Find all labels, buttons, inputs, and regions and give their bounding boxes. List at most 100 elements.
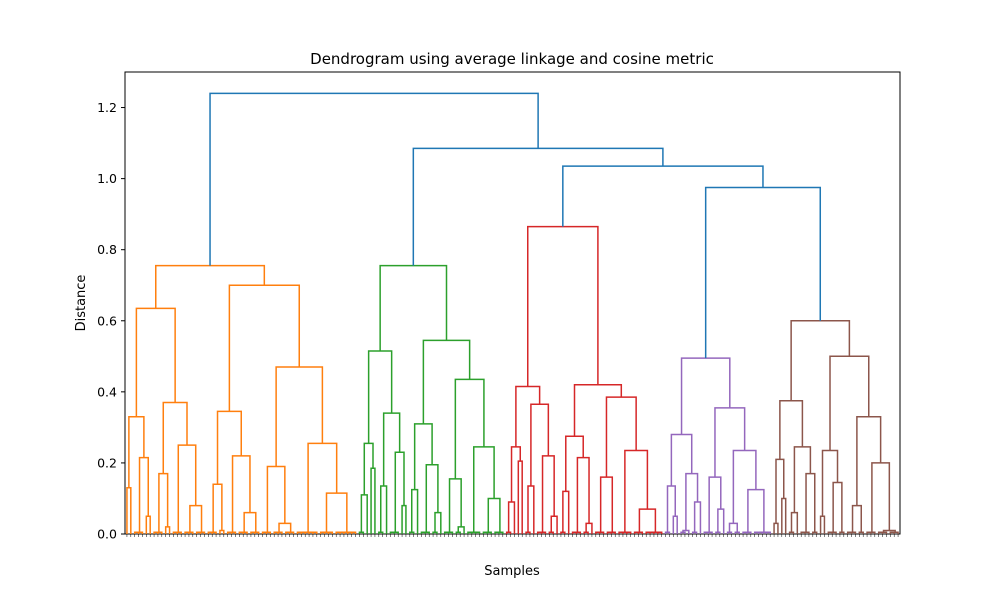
y-tick-label: 0.0 xyxy=(97,527,117,542)
dendrogram-link xyxy=(765,531,771,534)
dendrogram-link xyxy=(229,531,237,534)
dendrogram-link xyxy=(401,504,407,534)
dendrogram-link xyxy=(851,504,862,533)
dendrogram-link xyxy=(448,478,462,533)
dendrogram-link xyxy=(370,467,376,534)
dendrogram-link xyxy=(363,442,374,495)
dendrogram-link xyxy=(379,264,448,351)
x-axis-label: Samples xyxy=(484,564,540,579)
dendrogram-link xyxy=(412,147,664,266)
dendrogram-link xyxy=(747,488,765,533)
dendrogram-link xyxy=(708,476,722,533)
dendrogram-link xyxy=(325,492,348,533)
dendrogram-link xyxy=(599,476,614,533)
plot-frame xyxy=(124,71,901,535)
dendrogram-link xyxy=(164,526,171,534)
dendrogram-link xyxy=(849,531,857,534)
dendrogram-link xyxy=(539,531,547,534)
dendrogram-link xyxy=(638,508,657,533)
dendrogram-link xyxy=(704,186,822,359)
dendrogram-link xyxy=(276,531,283,534)
chart-title: Dendrogram using average linkage and cos… xyxy=(310,50,714,68)
dendrogram-link xyxy=(562,165,764,227)
dendrogram-link xyxy=(187,531,194,534)
dendrogram-link xyxy=(394,451,405,533)
dendrogram-link xyxy=(228,284,301,412)
dendrogram-link xyxy=(693,501,702,534)
dendrogram-link xyxy=(507,501,516,534)
dendrogram-link xyxy=(626,531,632,534)
dendrogram-link xyxy=(392,531,399,534)
dendrogram-link xyxy=(856,415,882,506)
dendrogram-link xyxy=(243,511,257,533)
dendrogram-link xyxy=(685,472,699,531)
y-tick-label: 1.2 xyxy=(97,100,117,115)
dendrogram-link xyxy=(821,449,839,517)
dendrogram-link xyxy=(728,522,738,533)
dendrogram-link xyxy=(832,481,843,533)
dendrogram-link xyxy=(565,435,584,492)
dendrogram-link xyxy=(510,446,521,503)
dendrogram-link xyxy=(446,531,454,534)
dendrogram-link xyxy=(485,531,492,534)
dendrogram-link xyxy=(212,483,223,533)
dendrogram-link xyxy=(562,490,570,534)
y-axis-label: Distance xyxy=(74,275,89,332)
dendrogram-link xyxy=(805,472,816,533)
dendrogram-link xyxy=(530,403,550,487)
dendrogram-link xyxy=(360,494,368,534)
dendrogram-link xyxy=(126,487,132,534)
dendrogram-link xyxy=(672,515,678,534)
dendrogram-link xyxy=(790,511,799,534)
dendrogram-link xyxy=(714,407,746,478)
dendrogram-link xyxy=(573,383,623,437)
dendrogram-links xyxy=(126,92,899,534)
dendrogram-link xyxy=(209,92,539,266)
dendrogram-link xyxy=(454,378,485,479)
dendrogram-link xyxy=(597,531,605,534)
dendrogram-link xyxy=(266,465,286,533)
y-tick-label: 0.8 xyxy=(97,242,117,257)
dendrogram-link xyxy=(657,531,663,534)
dendrogram-link xyxy=(497,531,504,534)
dendrogram-link xyxy=(732,449,757,524)
dendrogram-link xyxy=(605,396,637,478)
dendrogram-link xyxy=(413,423,433,490)
dendrogram-link xyxy=(411,488,419,534)
dendrogram-link xyxy=(803,531,810,534)
dendrogram-link xyxy=(892,531,899,534)
dendrogram-link xyxy=(380,485,388,534)
y-axis: 0.0 0.2 0.4 0.6 0.8 1.0 1.2 xyxy=(97,100,125,542)
dendrogram-link xyxy=(636,531,644,534)
dendrogram-link xyxy=(793,446,812,513)
x-axis xyxy=(126,534,899,537)
dendrogram-link xyxy=(487,497,501,533)
dendrogram-link xyxy=(434,511,442,534)
dendrogram-link xyxy=(775,458,785,524)
dendrogram-link xyxy=(670,433,693,487)
dendrogram-link xyxy=(706,531,713,534)
dendrogram-link xyxy=(145,515,151,534)
dendrogram-link xyxy=(367,350,393,444)
dendrogram-link xyxy=(871,462,891,533)
dendrogram-link xyxy=(219,529,225,534)
dendrogram-link xyxy=(264,531,272,534)
dendrogram-link xyxy=(550,515,558,534)
dendrogram-link xyxy=(216,410,242,485)
dendrogram-link xyxy=(574,531,582,534)
dendrogram-link xyxy=(158,472,169,533)
dendrogram-link xyxy=(830,531,837,534)
dendrogram-link xyxy=(781,497,787,534)
y-tick-label: 1.0 xyxy=(97,171,117,186)
dendrogram-link xyxy=(473,446,495,533)
dendrogram-link xyxy=(517,460,523,534)
dendrogram-link xyxy=(382,412,401,487)
dendrogram-link xyxy=(576,456,590,533)
dendrogram-link xyxy=(189,504,203,533)
dendrogram-link xyxy=(136,531,144,534)
dendrogram-link xyxy=(177,444,197,533)
dendrogram-link xyxy=(307,442,338,533)
dendrogram-link xyxy=(287,531,295,534)
dendrogram-link xyxy=(666,485,676,533)
dendrogram-link xyxy=(210,531,217,534)
